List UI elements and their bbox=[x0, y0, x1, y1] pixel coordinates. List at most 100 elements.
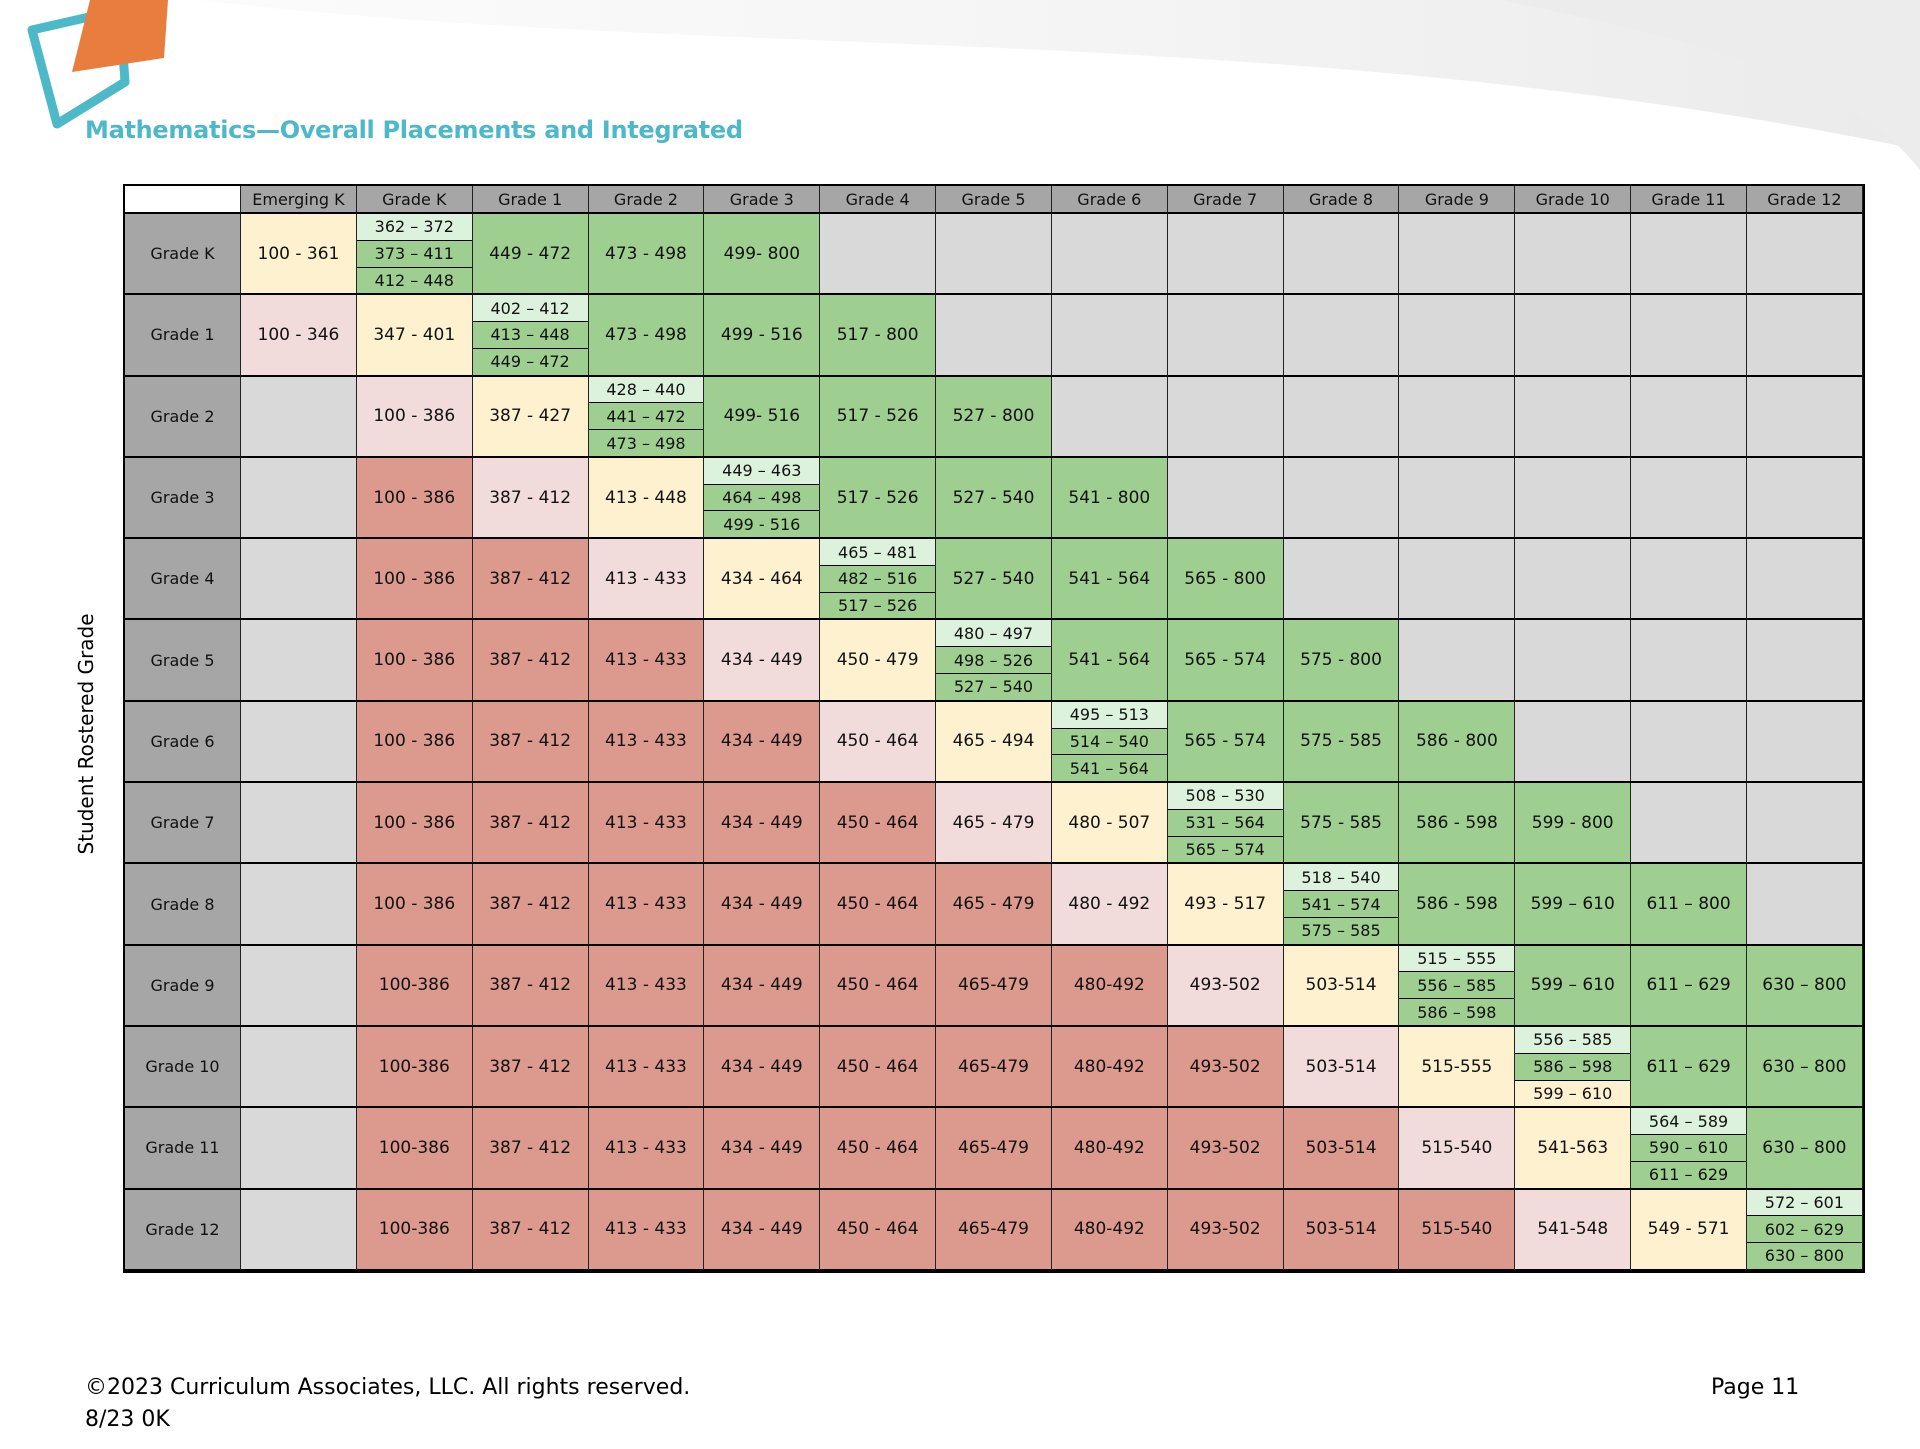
range-subcell: 441 – 472 bbox=[588, 403, 704, 431]
range-cell: 434 - 449 bbox=[704, 1108, 821, 1190]
empty-cell bbox=[1631, 701, 1747, 784]
empty-cell bbox=[241, 457, 357, 540]
empty-cell bbox=[1746, 864, 1863, 946]
column-header: Grade 3 bbox=[704, 186, 821, 214]
range-cell: 630 – 800 bbox=[1746, 945, 1863, 1027]
page-number: Page 11 bbox=[1711, 1375, 1800, 1400]
range-cell: 434 - 449 bbox=[704, 1189, 821, 1271]
empty-cell bbox=[1631, 376, 1747, 458]
row-header: Grade 8 bbox=[125, 864, 241, 946]
range-cell: 413 - 433 bbox=[588, 1026, 705, 1109]
range-cell: 630 – 800 bbox=[1746, 1108, 1863, 1190]
range-cell: 630 – 800 bbox=[1746, 1026, 1863, 1109]
range-cell: 473 - 498 bbox=[588, 214, 705, 296]
range-cell: 434 - 464 bbox=[704, 539, 821, 621]
range-subcell: 508 – 530 bbox=[1167, 783, 1283, 810]
empty-cell bbox=[1515, 376, 1632, 458]
row-header: Grade 3 bbox=[125, 457, 241, 540]
range-cell: 100-386 bbox=[356, 1189, 473, 1271]
empty-cell bbox=[1746, 701, 1863, 784]
range-subcell: 482 – 516 bbox=[820, 565, 936, 593]
range-cell: 480 - 507 bbox=[1051, 783, 1168, 865]
range-cell: 541-548 bbox=[1515, 1189, 1632, 1271]
row-header: Grade 6 bbox=[125, 701, 241, 784]
range-cell: 465-479 bbox=[936, 1108, 1052, 1190]
empty-cell bbox=[1283, 457, 1400, 540]
range-subcell: 518 – 540 bbox=[1283, 864, 1399, 892]
row-header: Grade 11 bbox=[125, 1108, 241, 1190]
range-cell: 586 - 598 bbox=[1399, 864, 1516, 946]
empty-cell bbox=[241, 1108, 357, 1190]
range-subcell: 515 – 555 bbox=[1399, 945, 1515, 973]
range-cell: 499 - 516 bbox=[704, 295, 821, 377]
empty-cell bbox=[1399, 457, 1516, 540]
range-cell: 465-479 bbox=[936, 1026, 1052, 1109]
range-cell: 434 - 449 bbox=[704, 864, 821, 946]
placement-table: Emerging K Grade K Grade 1 Grade 2 Grade 3 Gr… bbox=[123, 184, 1865, 1273]
range-cell: 413 - 448 bbox=[588, 457, 705, 540]
range-subcell: 611 – 629 bbox=[1631, 1161, 1746, 1188]
split-range-cell: 556 – 585 586 – 598 599 – 610 bbox=[1515, 1026, 1632, 1109]
range-subcell: 590 – 610 bbox=[1631, 1135, 1746, 1162]
split-range-cell: 564 – 589 590 – 610 611 – 629 bbox=[1631, 1108, 1747, 1190]
column-header: Emerging K bbox=[241, 186, 357, 214]
range-cell: 473 - 498 bbox=[588, 295, 705, 377]
range-cell: 387 - 412 bbox=[472, 1026, 589, 1109]
column-header: Grade 9 bbox=[1399, 186, 1516, 214]
range-cell: 611 – 629 bbox=[1631, 1026, 1747, 1109]
range-cell: 541 - 564 bbox=[1051, 539, 1168, 621]
empty-cell bbox=[241, 701, 357, 784]
empty-cell bbox=[1631, 783, 1747, 865]
empty-cell bbox=[936, 214, 1052, 296]
range-cell: 493 - 517 bbox=[1167, 864, 1284, 946]
range-subcell: 575 – 585 bbox=[1283, 917, 1399, 944]
range-cell: 611 – 800 bbox=[1631, 864, 1747, 946]
range-cell: 541 - 564 bbox=[1051, 620, 1168, 702]
range-cell: 387 - 412 bbox=[472, 945, 589, 1027]
range-cell: 450 - 464 bbox=[820, 945, 937, 1027]
range-cell: 503-514 bbox=[1283, 1026, 1400, 1109]
empty-cell bbox=[1051, 295, 1168, 377]
empty-cell bbox=[241, 864, 357, 946]
range-subcell: 428 – 440 bbox=[588, 376, 704, 404]
empty-cell bbox=[1746, 783, 1863, 865]
range-subcell: 541 – 574 bbox=[1283, 891, 1399, 918]
page-title: Mathematics—Overall Placements and Integ… bbox=[85, 116, 743, 144]
range-cell: 347 - 401 bbox=[356, 295, 473, 377]
row-axis-label: Student Rostered Grade bbox=[74, 613, 98, 855]
column-header: Grade 6 bbox=[1051, 186, 1168, 214]
range-cell: 480-492 bbox=[1051, 1026, 1168, 1109]
row-header: Grade 2 bbox=[125, 376, 241, 458]
range-cell: 499- 800 bbox=[704, 214, 821, 296]
range-cell: 387 - 412 bbox=[472, 701, 589, 784]
range-cell: 493-502 bbox=[1167, 1189, 1284, 1271]
range-cell: 527 - 540 bbox=[936, 457, 1052, 540]
range-cell: 599 – 610 bbox=[1515, 864, 1632, 946]
column-header: Grade 12 bbox=[1746, 186, 1863, 214]
range-cell: 450 - 464 bbox=[820, 1189, 937, 1271]
range-cell: 434 - 449 bbox=[704, 620, 821, 702]
range-subcell: 564 – 589 bbox=[1631, 1108, 1746, 1136]
empty-cell bbox=[1631, 214, 1747, 296]
range-cell: 599 - 800 bbox=[1515, 783, 1632, 865]
range-cell: 449 - 472 bbox=[472, 214, 589, 296]
empty-cell bbox=[1167, 376, 1284, 458]
empty-cell bbox=[241, 1026, 357, 1109]
range-cell: 493-502 bbox=[1167, 1108, 1284, 1190]
range-cell: 503-514 bbox=[1283, 1189, 1400, 1271]
column-header: Grade 5 bbox=[936, 186, 1052, 214]
logo-mark bbox=[27, 0, 168, 129]
table-corner bbox=[125, 186, 241, 214]
range-subcell: 599 – 610 bbox=[1515, 1080, 1631, 1107]
range-cell: 100 - 386 bbox=[356, 457, 473, 540]
split-range-cell: 362 – 372 373 – 411 412 – 448 bbox=[356, 214, 473, 296]
split-range-cell: 428 – 440 441 – 472 473 – 498 bbox=[588, 376, 705, 458]
empty-cell bbox=[1051, 376, 1168, 458]
range-subcell: 499 - 516 bbox=[704, 511, 820, 538]
range-cell: 493-502 bbox=[1167, 945, 1284, 1027]
range-cell: 465-479 bbox=[936, 945, 1052, 1027]
empty-cell bbox=[1167, 214, 1284, 296]
empty-cell bbox=[241, 945, 357, 1027]
column-header: Grade 7 bbox=[1167, 186, 1284, 214]
empty-cell bbox=[1746, 457, 1863, 540]
